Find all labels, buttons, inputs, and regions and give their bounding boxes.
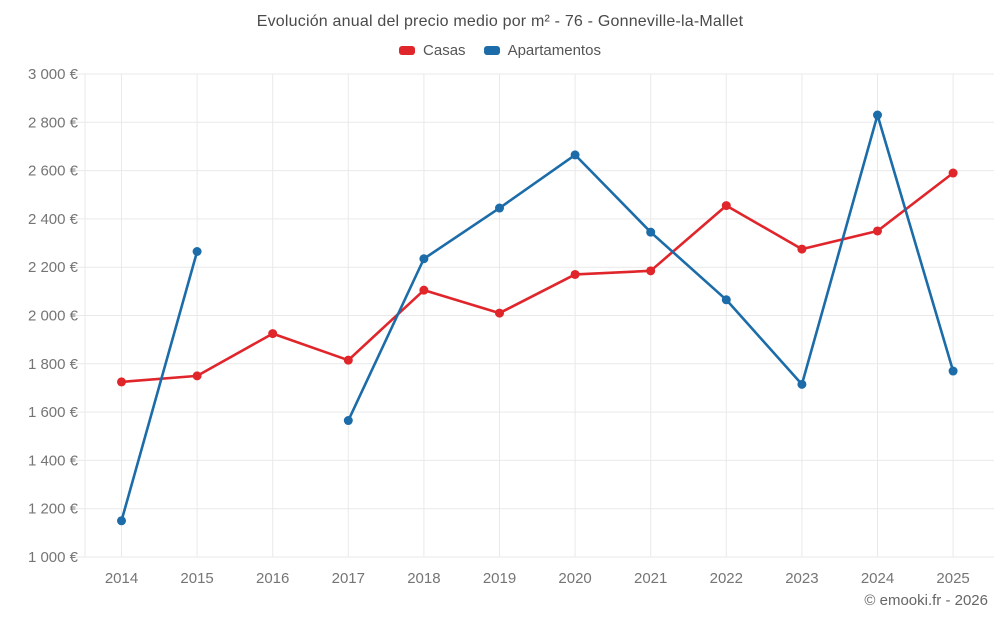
y-tick-label: 2 400 € <box>28 211 79 228</box>
data-point <box>873 226 882 236</box>
data-point <box>495 203 504 213</box>
x-tick-label: 2022 <box>710 570 743 587</box>
data-point <box>117 516 126 526</box>
x-tick-label: 2023 <box>785 570 818 587</box>
data-point <box>343 416 353 426</box>
copyright-text: © emooki.fr - 2026 <box>864 592 988 609</box>
x-tick-label: 2024 <box>861 570 894 587</box>
data-point <box>117 377 126 387</box>
x-tick-label: 2016 <box>256 570 289 587</box>
data-point <box>570 150 580 160</box>
data-point <box>948 168 958 178</box>
legend-item-casas[interactable]: Casas <box>399 42 466 59</box>
x-tick-label: 2018 <box>407 570 440 587</box>
series-apartamentos <box>117 110 958 526</box>
axis-labels: 1 000 € 1 200 € 1 400 € 1 600 € 1 800 € 2 000… <box>28 66 970 587</box>
y-tick-label: 1 400 € <box>28 452 79 469</box>
data-point <box>192 247 202 257</box>
apartamentos-color-swatch-icon <box>483 46 500 55</box>
x-tick-label: 2025 <box>936 570 969 587</box>
legend-label-apartamentos: Apartamentos <box>507 42 601 59</box>
y-tick-label: 2 600 € <box>28 163 79 180</box>
legend-label-casas: Casas <box>423 42 466 59</box>
data-point <box>192 371 202 381</box>
x-tick-label: 2021 <box>634 570 667 587</box>
legend-item-apartamentos[interactable]: Apartamentos <box>483 42 601 59</box>
y-tick-label: 3 000 € <box>28 66 79 83</box>
chart-legend: Casas Apartamentos <box>0 42 1000 59</box>
data-point <box>721 201 731 211</box>
data-point <box>343 355 353 365</box>
x-tick-label: 2014 <box>105 570 138 587</box>
gridlines <box>72 73 994 558</box>
y-tick-label: 2 000 € <box>28 308 79 325</box>
x-tick-label: 2020 <box>558 570 591 587</box>
y-tick-label: 1 200 € <box>28 501 79 518</box>
data-point <box>419 254 429 264</box>
x-tick-label: 2015 <box>180 570 213 587</box>
data-point <box>495 308 504 318</box>
data-point <box>948 366 958 376</box>
data-point <box>570 269 580 279</box>
data-point <box>873 110 882 120</box>
y-tick-label: 1 800 € <box>28 356 79 373</box>
series-casas <box>117 168 958 387</box>
y-tick-label: 2 800 € <box>28 114 79 131</box>
x-tick-label: 2017 <box>332 570 365 587</box>
data-point <box>419 285 429 295</box>
y-tick-label: 2 200 € <box>28 259 79 276</box>
data-point <box>646 266 656 276</box>
y-tick-label: 1 600 € <box>28 404 79 421</box>
y-tick-label: 1 000 € <box>28 549 79 566</box>
x-tick-label: 2019 <box>483 570 516 587</box>
chart-title: Evolución anual del precio medio por m² … <box>256 13 744 30</box>
data-point <box>268 329 278 339</box>
data-point <box>721 295 731 305</box>
data-point <box>797 244 807 254</box>
data-point <box>646 227 656 237</box>
data-point <box>797 379 807 389</box>
casas-color-swatch-icon <box>399 46 416 55</box>
